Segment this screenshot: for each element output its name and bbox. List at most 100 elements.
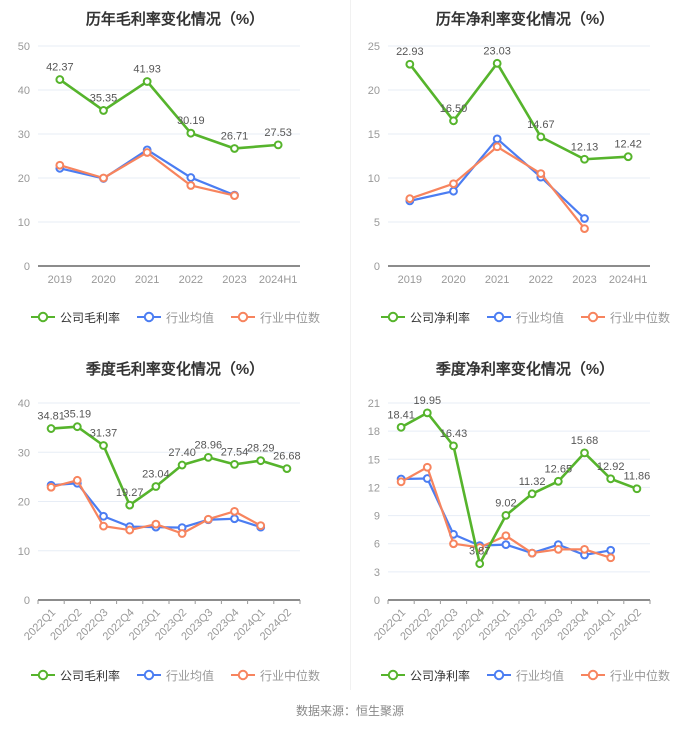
svg-text:12.65: 12.65 — [545, 463, 573, 475]
legend-label: 公司毛利率 — [59, 310, 120, 325]
svg-text:2022: 2022 — [179, 274, 203, 286]
svg-text:12.13: 12.13 — [571, 141, 599, 153]
legend: 公司毛利率 行业均值 行业中位数 — [0, 663, 350, 687]
legend-item-company[interactable]: 公司毛利率 — [30, 309, 120, 326]
legend-item-industry-median[interactable]: 行业中位数 — [230, 667, 320, 684]
svg-text:19.95: 19.95 — [414, 395, 442, 407]
legend: 公司净利率 行业均值 行业中位数 — [350, 305, 700, 329]
svg-text:19.27: 19.27 — [116, 487, 144, 499]
svg-text:28.29: 28.29 — [247, 443, 275, 455]
legend-marker-icon — [136, 669, 161, 681]
svg-text:12: 12 — [368, 482, 380, 494]
svg-text:31.37: 31.37 — [90, 428, 118, 440]
svg-text:30: 30 — [18, 447, 30, 459]
chart-cell-annual-gross-margin: 历年毛利率变化情况（%） 0 10 20 30 40 50 2019 2020 2021 2022… — [0, 0, 350, 348]
svg-text:10: 10 — [368, 173, 380, 185]
svg-text:2023: 2023 — [222, 274, 246, 286]
chart-title: 历年毛利率变化情况（%） — [85, 11, 265, 28]
svg-text:12.92: 12.92 — [597, 461, 625, 473]
svg-text:18.41: 18.41 — [387, 409, 415, 421]
svg-text:30.19: 30.19 — [177, 115, 205, 127]
legend-marker-icon — [231, 669, 255, 681]
svg-text:15: 15 — [368, 129, 380, 141]
svg-text:6: 6 — [374, 539, 380, 551]
svg-text:22.93: 22.93 — [396, 46, 424, 58]
chart-plot-annual-net-margin: 0 5 10 15 20 25 2019 2020 2021 2022 2023 2024H1 22.9… — [350, 32, 700, 293]
legend-item-company[interactable]: 公司净利率 — [380, 667, 470, 684]
legend-item-industry-median[interactable]: 行业中位数 — [580, 667, 670, 684]
svg-text:15: 15 — [368, 454, 380, 466]
svg-text:16.43: 16.43 — [440, 428, 468, 440]
legend-marker-icon — [380, 669, 405, 681]
legend-item-industry-avg[interactable]: 行业均值 — [136, 667, 214, 684]
svg-text:23.04: 23.04 — [142, 469, 170, 481]
svg-text:2021: 2021 — [485, 274, 509, 286]
chart-canvas: 0 10 20 30 40 50 2019 2020 2021 2022 2023 2024H1 42.… — [18, 41, 300, 286]
svg-text:25: 25 — [368, 41, 380, 53]
svg-text:35.35: 35.35 — [90, 92, 118, 104]
svg-text:0: 0 — [24, 261, 30, 273]
chart-title: 历年净利率变化情况（%） — [435, 11, 615, 28]
svg-text:2021: 2021 — [135, 274, 159, 286]
legend-label: 行业均值 — [515, 668, 564, 683]
svg-text:34.81: 34.81 — [37, 411, 65, 423]
legend-marker-icon — [136, 311, 161, 323]
chart-cell-annual-net-margin: 历年净利率变化情况（%） 0 5 10 15 20 25 2019 2020 2021 2022 2… — [350, 0, 700, 348]
svg-text:2024H1: 2024H1 — [259, 274, 298, 286]
chart-title: 季度毛利率变化情况（%） — [85, 361, 265, 378]
chart-canvas: 0369121518212022Q12022Q22022Q32022Q42023… — [368, 395, 651, 643]
svg-text:50: 50 — [18, 41, 30, 53]
legend-item-company[interactable]: 公司净利率 — [380, 309, 470, 326]
svg-text:28.96: 28.96 — [195, 439, 223, 451]
legend-marker-icon — [30, 669, 55, 681]
svg-text:40: 40 — [18, 398, 30, 410]
svg-text:0: 0 — [374, 261, 380, 273]
svg-text:10: 10 — [18, 546, 30, 558]
legend-item-industry-avg[interactable]: 行业均值 — [486, 667, 564, 684]
svg-text:2019: 2019 — [48, 274, 72, 286]
legend-label: 行业中位数 — [260, 668, 321, 683]
legend-item-industry-avg[interactable]: 行业均值 — [136, 309, 214, 326]
svg-text:3.87: 3.87 — [469, 546, 490, 558]
legend-marker-icon — [486, 311, 511, 323]
svg-text:18: 18 — [368, 426, 380, 438]
svg-text:11.86: 11.86 — [624, 471, 651, 483]
legend-item-industry-median[interactable]: 行业中位数 — [580, 309, 670, 326]
legend: 公司净利率 行业均值 行业中位数 — [350, 663, 700, 687]
svg-text:0: 0 — [24, 595, 30, 607]
legend-marker-icon — [581, 669, 605, 681]
svg-text:2022: 2022 — [529, 274, 553, 286]
svg-text:12.42: 12.42 — [614, 139, 642, 151]
chart-title: 季度净利率变化情况（%） — [435, 361, 615, 378]
svg-text:14.67: 14.67 — [527, 119, 555, 131]
legend-item-industry-median[interactable]: 行业中位数 — [230, 309, 320, 326]
legend-marker-icon — [486, 669, 511, 681]
svg-text:42.37: 42.37 — [46, 62, 74, 74]
svg-text:0: 0 — [374, 595, 380, 607]
svg-text:5: 5 — [374, 217, 380, 229]
legend-item-company[interactable]: 公司毛利率 — [30, 667, 120, 684]
svg-text:2020: 2020 — [441, 274, 465, 286]
svg-text:26.68: 26.68 — [273, 451, 301, 463]
svg-text:40: 40 — [18, 85, 30, 97]
svg-text:11.32: 11.32 — [519, 476, 546, 488]
svg-text:35.19: 35.19 — [64, 409, 92, 421]
legend-item-industry-avg[interactable]: 行业均值 — [486, 309, 564, 326]
svg-text:9.02: 9.02 — [495, 497, 516, 509]
chart-canvas: 0102030402022Q12022Q22022Q32022Q42023Q12… — [18, 398, 301, 643]
svg-text:10: 10 — [18, 217, 30, 229]
chart-canvas: 0 5 10 15 20 25 2019 2020 2021 2022 2023 2024H1 22.9… — [368, 41, 650, 286]
svg-text:9: 9 — [374, 511, 380, 523]
chart-cell-quarterly-gross-margin: 季度毛利率变化情况（%） 0 10 20 30 40 2022Q1 2022Q2 2022Q3… — [0, 348, 350, 690]
legend-label: 行业均值 — [165, 310, 214, 325]
legend-label: 行业均值 — [165, 668, 214, 683]
svg-text:2019: 2019 — [398, 274, 422, 286]
svg-text:23.03: 23.03 — [483, 45, 511, 57]
legend-label: 行业中位数 — [260, 310, 321, 325]
svg-text:16.50: 16.50 — [440, 103, 468, 115]
legend-label: 公司净利率 — [409, 668, 470, 683]
svg-text:27.54: 27.54 — [221, 446, 249, 458]
svg-text:26.71: 26.71 — [221, 130, 249, 142]
legend: 公司毛利率 行业均值 行业中位数 — [0, 305, 350, 329]
legend-marker-icon — [231, 311, 255, 323]
